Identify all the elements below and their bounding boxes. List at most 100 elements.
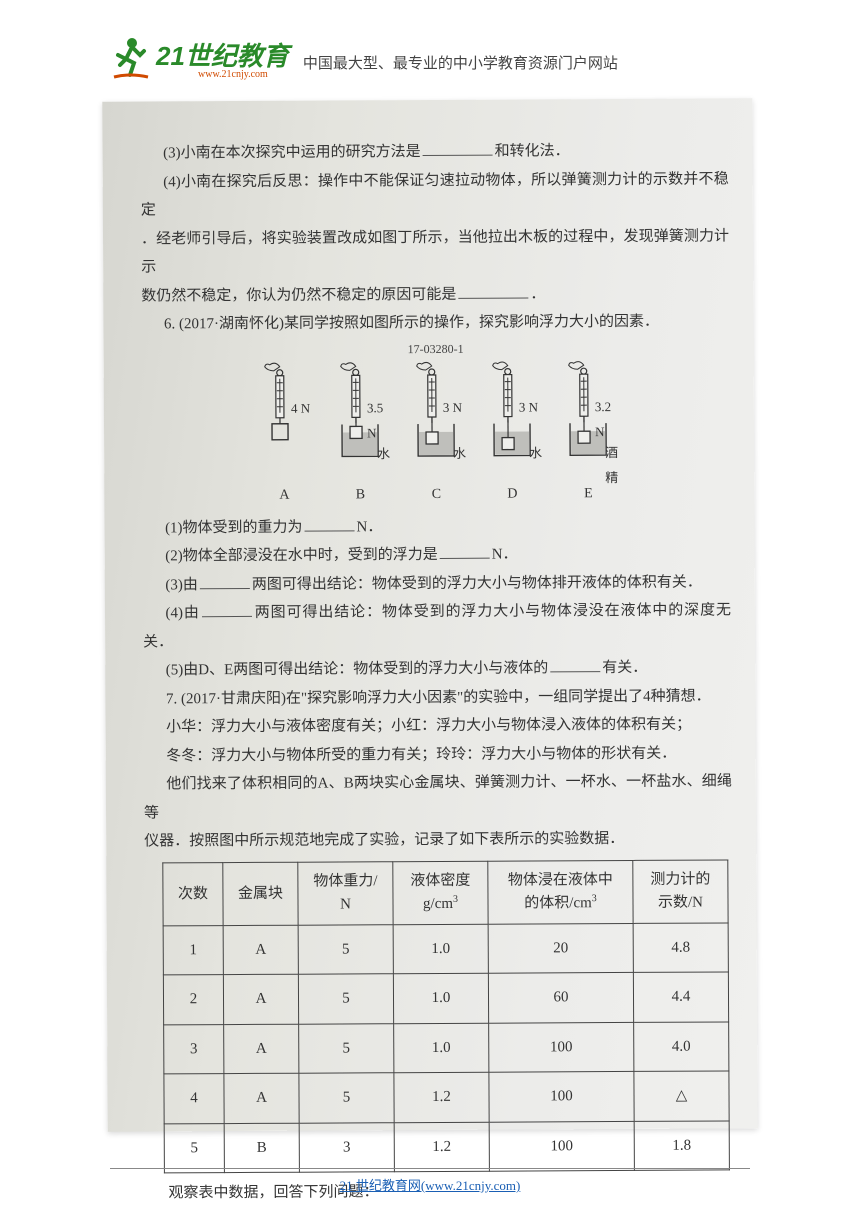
q6-s2: (2)物体全部浸没在水中时，受到的浮力是 N． [143, 540, 731, 572]
q6-s3: (3)由 两图可得出结论：物体受到的浮力大小与物体排开液体的体积有关． [143, 568, 731, 600]
table-cell: 5 [298, 974, 393, 1024]
table-row: 2A51.0604.4 [163, 972, 728, 1024]
q7-l3: 冬冬：浮力大小与物体所受的重力有关；玲玲：浮力大小与物体的形状有关． [144, 739, 732, 771]
table-cell: 4.0 [634, 1022, 729, 1072]
scale-reading: 3.2 N [595, 395, 617, 444]
table-cell: 1.2 [394, 1073, 489, 1123]
page-footer[interactable]: 21 世纪教育网(www.21cnjy.com) [110, 1168, 750, 1194]
table-cell: A [224, 1024, 299, 1074]
data-table: 次数金属块物体重力/N液体密度g/cm3物体浸在液体中的体积/cm3测力计的示数… [162, 859, 730, 1173]
scale-reading: 3 N [519, 396, 538, 421]
blank-weight[interactable] [304, 516, 354, 531]
q6-s3-b: 两图可得出结论：物体受到的浮力大小与物体排开液体的体积有关． [252, 574, 702, 592]
table-cell: 1.0 [394, 1023, 489, 1073]
scale-reading: 3 N [443, 396, 462, 421]
unit-label: C [432, 482, 441, 509]
q5-sub4-b: ．经老师引导后，将实验装置改成如图丁所示，当他拉出木板的过程中，发现弹簧测力计示 [141, 222, 729, 282]
unit-label: E [584, 481, 593, 508]
table-cell: A [223, 925, 298, 975]
table-cell: 100 [489, 1022, 634, 1072]
table-header: 次数 [163, 862, 223, 925]
q5-sub4-a: (4)小南在探究后反思：操作中不能保证匀速拉动物体，所以弹簧测力计的示数并不稳定 [141, 165, 729, 225]
table-cell: 3 [164, 1024, 224, 1074]
table-row: 4A51.2100△ [164, 1071, 729, 1123]
q6-s4: (4)由两图可得出结论：物体受到的浮力大小与物体浸没在液体中的深度无关． [143, 597, 731, 657]
table-cell: B [224, 1123, 299, 1173]
table-row: 5B31.21001.8 [164, 1121, 729, 1173]
blank-reason[interactable] [458, 283, 528, 298]
spring-scale-C: 3 N 水 C [407, 360, 466, 509]
table-cell: 1.8 [634, 1121, 729, 1171]
scale-reading: 4 N [291, 397, 310, 422]
q7-l2: 小华：浮力大小与液体密度有关；小红：浮力大小与物体浸入液体的体积有关； [144, 711, 732, 743]
table-cell: 5 [298, 925, 393, 975]
q6-stem: 6. (2017·湖南怀化)某同学按照如图所示的操作，探究影响浮力大小的因素． [141, 307, 729, 339]
table-cell: 1 [163, 925, 223, 975]
table-header: 液体密度g/cm3 [393, 861, 488, 924]
table-header: 测力计的示数/N [633, 860, 728, 923]
worksheet-page: (3)小南在本次探究中运用的研究方法是 和转化法． (4)小南在探究后反思：操作中… [102, 98, 757, 1131]
table-cell: 5 [299, 1073, 394, 1123]
blank-buoyancy[interactable] [440, 544, 490, 559]
table-header: 物体重力/N [298, 862, 393, 925]
q7-l4: 他们找来了体积相同的A、B两块实心金属块、弹簧测力计、一杯水、一杯盐水、细绳等 [144, 768, 732, 828]
q6-s3-a: (3)由 [165, 577, 198, 593]
spring-scale-E: 3.2 N 酒精 E [559, 359, 618, 508]
figure-id: 17-03280-1 [142, 336, 730, 362]
unit-label: D [507, 482, 517, 509]
blank-property[interactable] [550, 657, 600, 672]
table-header: 物体浸在液体中的体积/cm3 [488, 860, 633, 924]
q5-sub3-tail: 和转化法． [495, 143, 570, 159]
q5-sub3-text: (3)小南在本次探究中运用的研究方法是 [163, 144, 421, 161]
logo-main-text: 21世纪教育 [156, 36, 289, 73]
spring-scale-A: 4 N A [255, 361, 314, 510]
q6-s2-b: N． [492, 547, 518, 563]
table-cell: A [223, 975, 298, 1025]
table-cell: 4.8 [633, 923, 728, 973]
q7-stem: 7. (2017·甘肃庆阳)在"探究影响浮力大小因素"的实验中，一组同学提出了4… [143, 682, 731, 714]
blank-method[interactable] [423, 141, 493, 156]
blank-pair1[interactable] [200, 574, 250, 589]
table-header: 金属块 [223, 862, 298, 925]
table-cell: A [224, 1074, 299, 1124]
logo-text: 21世纪教育 www.21cnjy.com [156, 36, 289, 80]
table-cell: 20 [488, 923, 633, 973]
table-cell: △ [634, 1071, 729, 1121]
q5-sub4-c-text: 数仍然不稳定，你认为仍然不稳定的原因可能是 [141, 286, 456, 304]
scale-reading: 3.5 N [367, 397, 389, 446]
table-cell: 5 [164, 1123, 224, 1173]
spring-scale-D: 3 N 水 D [483, 360, 542, 509]
table-cell: 100 [489, 1072, 634, 1122]
unit-label: A [279, 483, 289, 510]
q5-sub4-c: 数仍然不稳定，你认为仍然不稳定的原因可能是 ． [141, 279, 729, 311]
table-cell: 5 [299, 1024, 394, 1074]
header-slogan: 中国最大型、最专业的中小学教育资源门户网站 [303, 52, 618, 73]
runner-icon [110, 35, 150, 81]
liquid-label: 水 [529, 442, 542, 467]
table-cell: 60 [488, 973, 633, 1023]
q6-s2-a: (2)物体全部浸没在水中时，受到的浮力是 [165, 547, 438, 564]
table-cell: 100 [489, 1121, 634, 1171]
q7-l5: 仪器．按照图中所示规范地完成了实验，记录了如下表所示的实验数据． [144, 825, 732, 857]
q6-s5: (5)由D、E两图可得出结论：物体受到的浮力大小与液体的 有关． [143, 654, 731, 686]
q6-s5-a: (5)由D、E两图可得出结论：物体受到的浮力大小与液体的 [166, 661, 549, 679]
spring-scale-B: 3.5 N 水 B [331, 361, 390, 510]
table-cell: 3 [299, 1123, 394, 1173]
table-cell: 1.0 [393, 924, 488, 974]
table-cell: 4 [164, 1074, 224, 1124]
q6-s1-b: N． [356, 519, 382, 535]
q5-sub4-c-tail: ． [530, 286, 545, 302]
table-cell: 2 [163, 975, 223, 1025]
q6-s1-a: (1)物体受到的重力为 [165, 520, 303, 537]
table-cell: 1.0 [393, 974, 488, 1024]
q6-s5-b: 有关． [602, 660, 647, 676]
q6-s4-a: (4)由 [165, 606, 199, 622]
unit-label: B [356, 483, 365, 510]
page-header: 21世纪教育 www.21cnjy.com 中国最大型、最专业的中小学教育资源门… [110, 28, 750, 88]
figure-row: 4 N A 3.5 N 水 B 3 N 水 [142, 359, 731, 511]
logo: 21世纪教育 www.21cnjy.com [110, 35, 289, 81]
q5-sub3: (3)小南在本次探究中运用的研究方法是 和转化法． [141, 136, 729, 168]
liquid-label: 酒精 [605, 441, 618, 490]
blank-pair2[interactable] [202, 602, 252, 617]
table-cell: 4.4 [633, 972, 728, 1022]
